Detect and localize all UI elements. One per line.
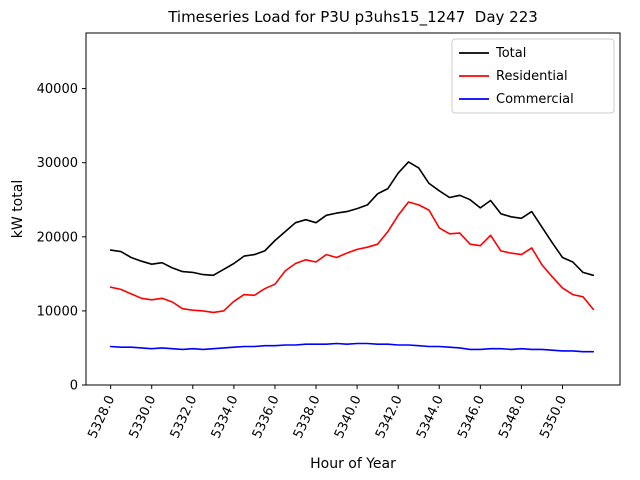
legend: Total Residential Commercial bbox=[451, 38, 615, 114]
legend-label-total: Total bbox=[495, 46, 526, 61]
x-tick-label: 5344.0 bbox=[414, 393, 447, 441]
y-axis-ticks: 0 10000 20000 30000 40000 bbox=[37, 82, 86, 394]
y-tick-label: 40000 bbox=[37, 82, 78, 97]
series-lines bbox=[109, 161, 595, 353]
chart-title: Timeseries Load for P3U p3uhs15_1247 Day… bbox=[167, 8, 538, 27]
series-line-commercial bbox=[109, 342, 595, 353]
x-tick-label: 5330.0 bbox=[127, 393, 160, 441]
x-tick-label: 5348.0 bbox=[496, 393, 529, 441]
plot-border bbox=[85, 32, 621, 386]
y-tick-label: 20000 bbox=[37, 230, 78, 245]
legend-box bbox=[451, 38, 615, 114]
y-tick-label: 10000 bbox=[37, 304, 78, 319]
x-tick-label: 5328.0 bbox=[85, 393, 118, 441]
legend-label-residential: Residential bbox=[496, 69, 568, 84]
x-tick-label: 5334.0 bbox=[209, 393, 242, 441]
x-tick-label: 5340.0 bbox=[332, 393, 365, 441]
y-tick-label: 30000 bbox=[37, 156, 78, 171]
x-axis-label: Hour of Year bbox=[310, 456, 396, 472]
y-axis-label: kW total bbox=[10, 180, 26, 238]
x-tick-label: 5342.0 bbox=[373, 393, 406, 441]
x-tick-label: 5332.0 bbox=[168, 393, 201, 441]
series-line-total bbox=[109, 161, 595, 277]
series-line-residential bbox=[109, 201, 595, 314]
x-tick-label: 5346.0 bbox=[455, 393, 488, 441]
x-tick-label: 5350.0 bbox=[537, 393, 570, 441]
legend-label-commercial: Commercial bbox=[496, 92, 574, 107]
x-tick-label: 5338.0 bbox=[291, 393, 324, 441]
y-tick-label: 0 bbox=[70, 379, 78, 394]
x-tick-label: 5336.0 bbox=[250, 393, 283, 441]
x-axis-ticks: 5328.0 5330.0 5332.0 5334.0 5336.0 5338.0 5340… bbox=[85, 385, 570, 441]
